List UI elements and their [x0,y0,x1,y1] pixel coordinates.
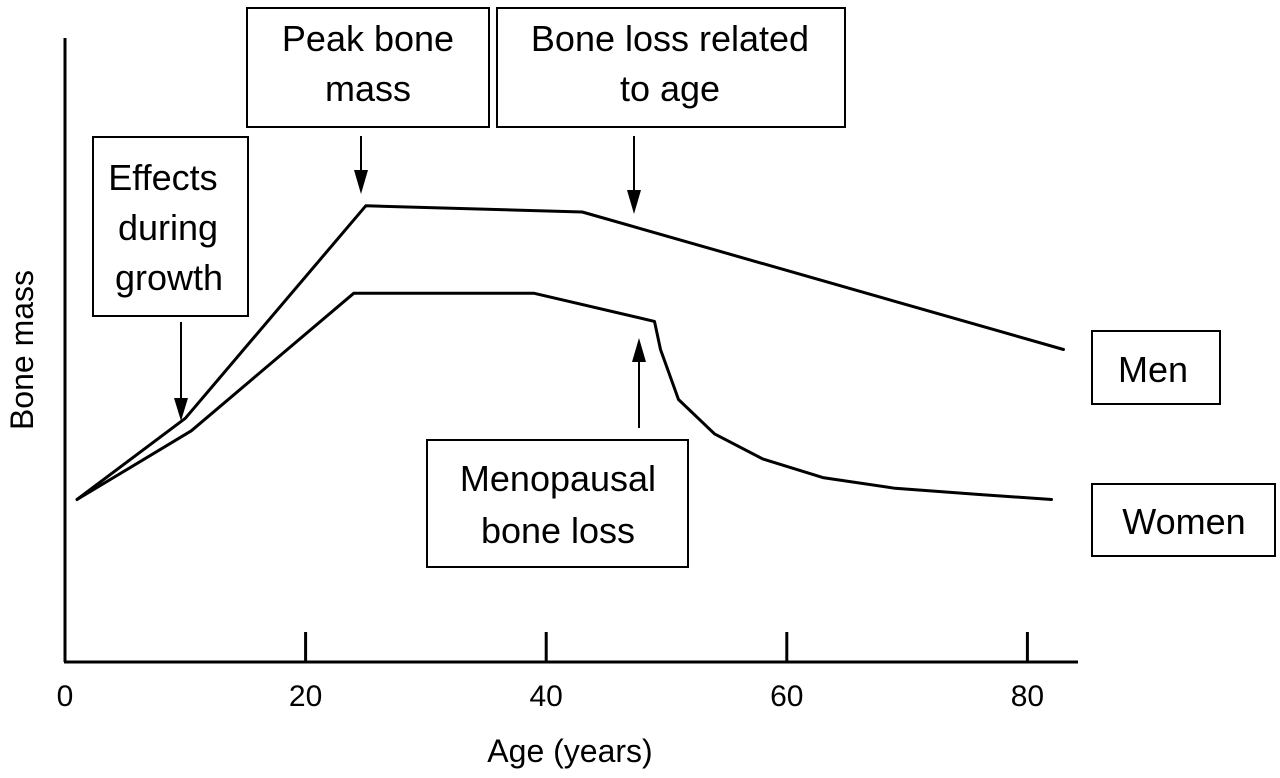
menopause-arrowhead [632,338,646,362]
legend: Men Women [1091,330,1276,557]
series-layer [75,204,1065,501]
growth-arrow [174,322,188,421]
growth-label-line2: during [118,207,218,248]
peak-arrow [354,136,368,194]
peak-annotation: Peak bone mass [246,7,490,128]
menopause-label-line1: Menopausal [460,458,656,499]
series-line-men [75,204,1065,501]
menopause-box [426,439,689,568]
age-loss-box [496,7,846,128]
legend-box-men [1091,330,1221,405]
y-axis-title: Bone mass [4,270,40,430]
menopause-annotation: Menopausal bone loss [426,439,689,568]
x-tick-label-40: 40 [530,680,563,713]
age-loss-arrowhead [627,190,641,214]
x-tick-label-60: 60 [770,680,803,713]
growth-label-line3: growth [115,257,223,298]
age-loss-label-line2: to age [620,68,720,109]
growth-box [92,136,249,317]
age-loss-label-line1: Bone loss related [531,18,809,59]
series-line-women [75,291,1053,501]
peak-box [246,7,490,128]
annotation-layer: Effects during growth Peak bone mass Bon… [92,7,846,568]
legend-label-men: Men [1118,349,1188,390]
legend-box-women [1091,483,1276,557]
growth-label-line1: Effects [108,157,217,198]
x-tick-label-0: 0 [57,680,74,713]
age-loss-arrow [627,136,641,214]
legend-item-women: Women [1091,483,1276,557]
age-loss-annotation: Bone loss related to age [496,7,846,128]
x-tick-label-20: 20 [289,680,322,713]
legend-label-women: Women [1122,501,1245,542]
legend-item-men: Men [1091,330,1221,405]
x-tick-label-80: 80 [1011,680,1044,713]
x-axis-title: Age (years) [487,733,652,769]
menopause-arrow [632,338,646,428]
menopause-label-line2: bone loss [481,510,635,551]
growth-annotation: Effects during growth [92,136,249,317]
peak-label-line2: mass [325,68,411,109]
growth-arrowhead [174,398,188,421]
x-axis-ticks: 0 20 40 60 80 [57,632,1044,713]
peak-arrowhead [354,170,368,194]
peak-label-line1: Peak bone [282,18,454,59]
